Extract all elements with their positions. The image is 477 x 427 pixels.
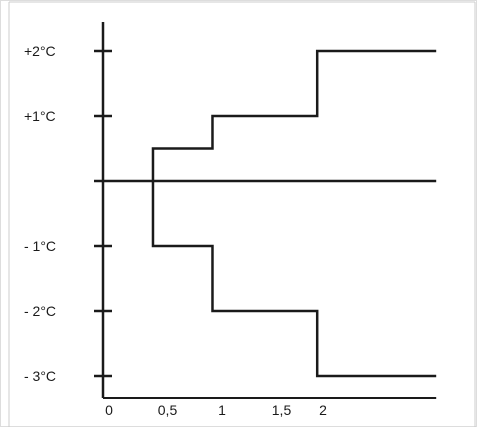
y-tick-label: - 1°C <box>24 238 56 254</box>
tick-group: +2°C +1°C - 1°C - 2°C - 3°C 0 0,5 1 1,5 2 <box>24 43 327 418</box>
x-tick-label: 2 <box>319 402 327 418</box>
x-tick-label: 1 <box>218 402 226 418</box>
y-tick-label: - 3°C <box>24 368 56 384</box>
y-tick-label: - 2°C <box>24 303 56 319</box>
x-tick-label: 0,5 <box>158 402 178 418</box>
series-group <box>94 49 437 378</box>
x-tick-label: 1,5 <box>272 402 292 418</box>
upper-step-line <box>151 49 437 181</box>
y-tick-label: +2°C <box>24 43 56 59</box>
lower-step-line <box>151 181 437 378</box>
axes <box>101 22 437 399</box>
y-tick-label: +1°C <box>24 108 56 124</box>
x-tick-label: 0 <box>105 402 113 418</box>
